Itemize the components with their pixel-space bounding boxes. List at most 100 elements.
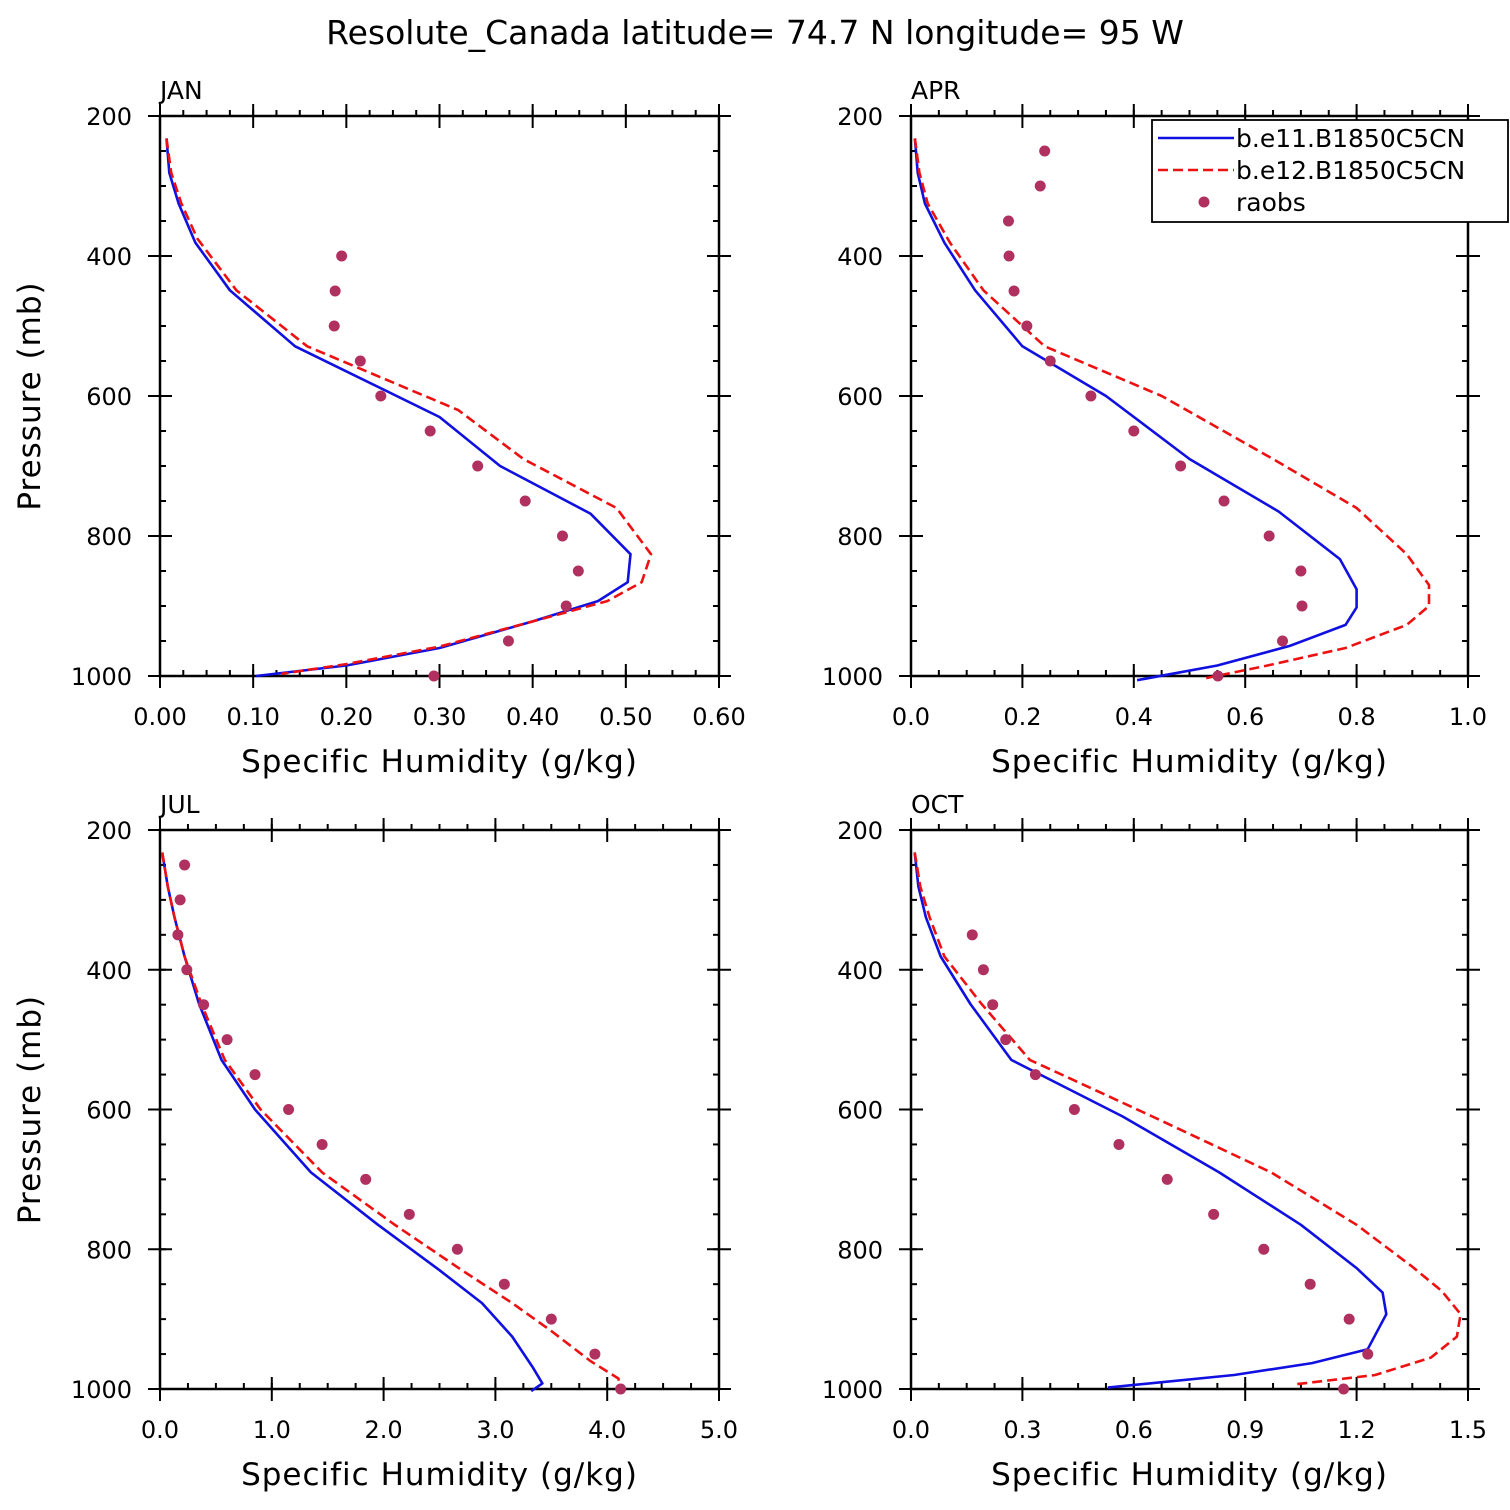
raobs-point-oct-550 (1029, 1069, 1041, 1081)
series-line-b-e11-b1850c5cn-jul (160, 852, 544, 1393)
raobs-point-oct-850 (1304, 1278, 1316, 1290)
panel-jan: 0.00 0.10 0.20 0.30 0.40 0.50 0.60 200 400 600 800… (12, 76, 746, 780)
raobs-point-jan-450 (329, 285, 341, 297)
raobs-point-jul-850 (498, 1278, 510, 1290)
y-tick-label: 400 (837, 957, 883, 985)
x-tick-label: 0.8 (1338, 703, 1376, 731)
raobs-point-jan-400 (336, 250, 348, 262)
raobs-point-apr-400 (1003, 250, 1015, 262)
raobs-point-jan-550 (354, 355, 366, 367)
y-tick-label: 600 (86, 1097, 132, 1125)
raobs-point-jul-400 (181, 964, 193, 976)
panel-title: OCT (911, 790, 964, 819)
legend-entry-b-e11-b1850c5cn: b.e11.B1850C5CN (1158, 124, 1465, 153)
raobs-point-apr-550 (1044, 355, 1056, 367)
y-tick-label: 400 (86, 243, 132, 271)
raobs-point-jan-750 (519, 495, 531, 507)
x-tick-label: 0.0 (141, 1416, 179, 1444)
y-tick-label: 200 (86, 103, 132, 131)
y-tick-label: 800 (837, 523, 883, 551)
y-tick-label: 1000 (822, 663, 883, 691)
raobs-point-oct-900 (1343, 1313, 1355, 1325)
panels: 0.00 0.10 0.20 0.30 0.40 0.50 0.60 200 400 600 800… (12, 76, 1509, 1493)
y-tick-label: 1000 (71, 1376, 132, 1404)
raobs-point-apr-450 (1008, 285, 1020, 297)
y-tick-label: 200 (86, 817, 132, 845)
raobs-point-jul-950 (589, 1348, 601, 1360)
y-tick-label: 1000 (71, 663, 132, 691)
raobs-point-jul-750 (403, 1208, 415, 1220)
raobs-point-jul-350 (172, 929, 184, 941)
plot-frame (158, 828, 721, 1391)
y-tick-label: 200 (837, 817, 883, 845)
raobs-point-jul-600 (283, 1104, 295, 1115)
x-tick-label: 1.0 (1449, 703, 1487, 731)
raobs-point-jul-300 (174, 894, 186, 906)
y-axis-label: Pressure (mb) (12, 281, 48, 510)
y-tick-label: 600 (837, 1097, 883, 1125)
raobs-point-jan-850 (572, 565, 584, 577)
raobs-point-oct-600 (1068, 1104, 1080, 1115)
x-tick-label: 0.0 (892, 1416, 930, 1444)
x-axis-label: Specific Humidity (g/kg) (991, 1457, 1388, 1493)
raobs-point-jan-500 (328, 320, 340, 332)
raobs-point-oct-700 (1161, 1173, 1173, 1185)
x-tick-label: 0.50 (599, 703, 652, 731)
raobs-point-jan-1000 (428, 670, 440, 682)
raobs-point-apr-650 (1128, 425, 1140, 437)
y-tick-label: 200 (837, 103, 883, 131)
x-tick-label: 0.10 (226, 703, 279, 731)
y-tick-label: 600 (86, 383, 132, 411)
raobs-point-jul-800 (451, 1243, 463, 1255)
y-tick-label: 800 (86, 1236, 132, 1264)
x-tick-label: 0.2 (1003, 703, 1041, 731)
y-tick-label: 400 (86, 957, 132, 985)
raobs-point-apr-700 (1175, 460, 1187, 472)
x-tick-label: 0.6 (1115, 1416, 1153, 1444)
x-tick-label: 3.0 (476, 1416, 514, 1444)
raobs-point-jul-550 (249, 1069, 261, 1081)
x-tick-label: 0.20 (320, 703, 373, 731)
raobs-point-oct-800 (1258, 1243, 1270, 1255)
legend-label: b.e11.B1850C5CN (1236, 124, 1465, 153)
raobs-point-jan-800 (556, 530, 568, 542)
panel-title: APR (911, 76, 961, 105)
raobs-point-oct-1000 (1338, 1383, 1350, 1395)
x-tick-label: 0.0 (892, 703, 930, 731)
legend-label: raobs (1236, 188, 1306, 217)
raobs-point-jan-650 (424, 425, 436, 437)
x-tick-label: 2.0 (365, 1416, 403, 1444)
series-line-b-e11-b1850c5cn-apr (913, 138, 1358, 682)
raobs-point-oct-450 (987, 999, 999, 1011)
legend-entry-b-e12-b1850c5cn: b.e12.B1850C5CN (1158, 156, 1465, 185)
raobs-point-apr-600 (1085, 390, 1097, 402)
panel-oct: 0.0 0.3 0.6 0.9 1.2 1.5 200 400 600 800 1000 OCT Spe… (822, 790, 1487, 1493)
raobs-point-jan-900 (560, 600, 572, 612)
x-tick-label: 0.30 (413, 703, 466, 731)
raobs-point-apr-850 (1295, 565, 1307, 577)
series-line-b-e11-b1850c5cn-jan (165, 138, 632, 678)
raobs-point-jul-1000 (615, 1383, 627, 1395)
x-tick-label: 0.3 (1003, 1416, 1041, 1444)
raobs-point-apr-250 (1039, 145, 1051, 157)
x-tick-label: 4.0 (588, 1416, 626, 1444)
x-tick-label: 0.40 (506, 703, 559, 731)
plot-frame (158, 114, 721, 678)
series-line-b-e12-b1850c5cn-apr (913, 138, 1431, 680)
x-axis-label: Specific Humidity (g/kg) (241, 744, 638, 780)
x-tick-label: 1.2 (1338, 1416, 1376, 1444)
raobs-point-jul-450 (198, 999, 210, 1011)
legend-entry-raobs: raobs (1198, 188, 1306, 217)
panel-apr: 0.0 0.2 0.4 0.6 0.8 1.0 200 400 600 800 1000 APR Spe… (822, 76, 1487, 780)
raobs-point-apr-800 (1263, 530, 1275, 542)
raobs-point-apr-500 (1021, 320, 1033, 332)
x-tick-label: 0.60 (692, 703, 745, 731)
raobs-point-apr-1000 (1212, 670, 1224, 682)
legend-label: b.e12.B1850C5CN (1236, 156, 1465, 185)
series-line-b-e12-b1850c5cn-jul (160, 852, 622, 1390)
raobs-point-jan-950 (502, 635, 514, 647)
raobs-point-apr-750 (1218, 495, 1230, 507)
raobs-point-jan-700 (472, 460, 484, 472)
series-line-b-e12-b1850c5cn-jan (165, 138, 653, 676)
y-tick-label: 800 (86, 523, 132, 551)
